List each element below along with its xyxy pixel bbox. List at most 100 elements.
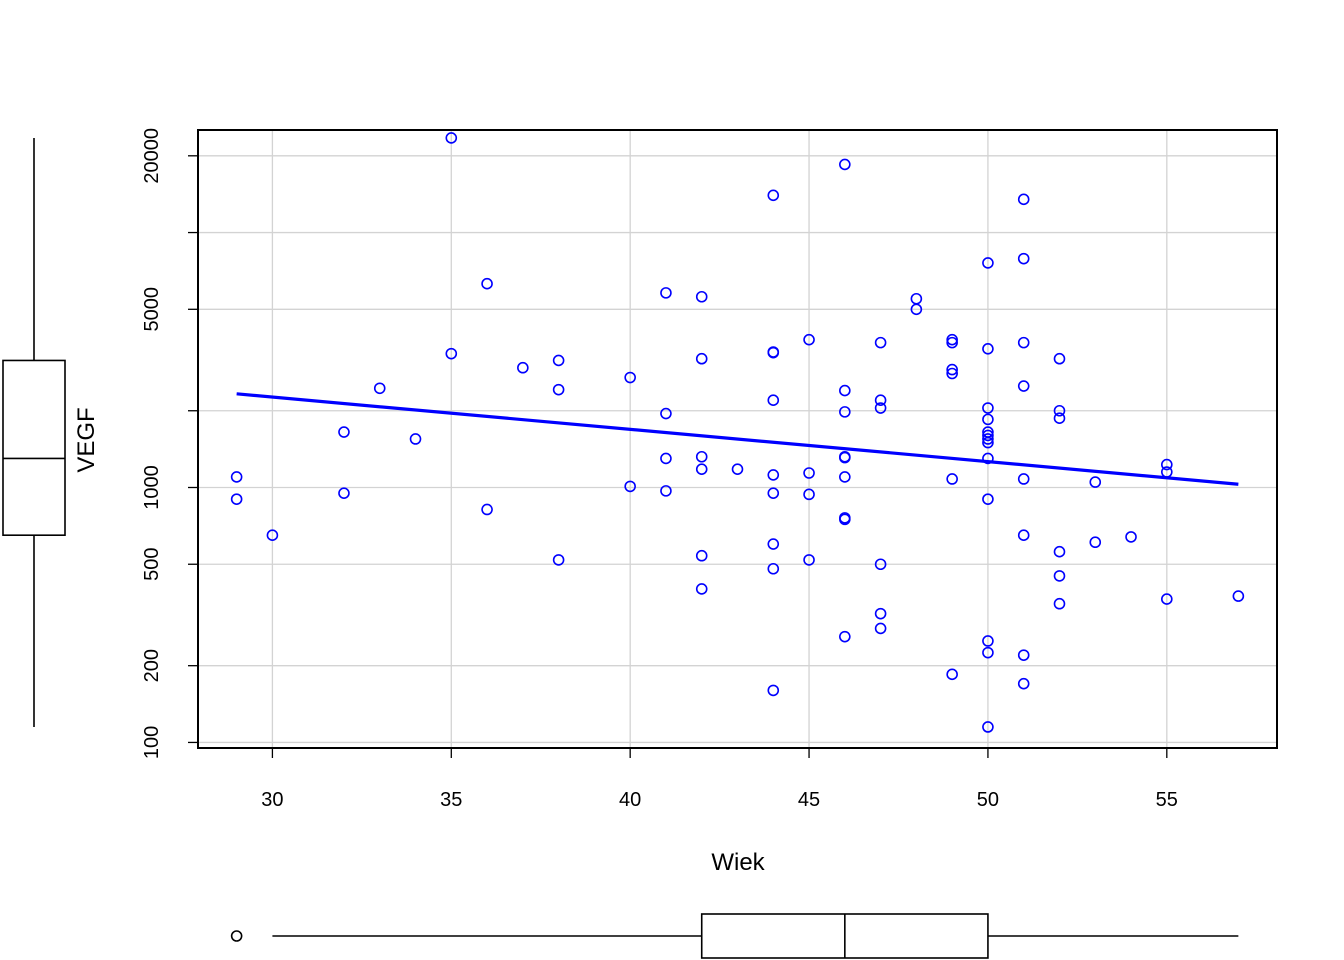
data-point: [767, 346, 780, 359]
data-point: [1089, 476, 1102, 488]
data-point: [695, 352, 708, 365]
x-tick-label: 50: [977, 789, 999, 811]
x-tick-label: 35: [440, 789, 462, 811]
trend-layer: [236, 392, 1239, 486]
data-point: [660, 407, 672, 420]
data-point: [982, 646, 994, 659]
data-point: [1017, 473, 1030, 485]
data-point: [1161, 458, 1173, 471]
data-point: [982, 721, 994, 733]
y-tick-label: 1000: [141, 465, 163, 510]
marginal-boxplot-y: [2, 137, 66, 727]
x-tick-label: 55: [1156, 789, 1178, 811]
data-point: [517, 361, 529, 374]
x-axis-title: Wiek: [711, 849, 765, 876]
data-point: [552, 554, 565, 566]
x-tick-label: 40: [619, 789, 641, 811]
data-point: [803, 333, 815, 346]
x-tick-label: 30: [261, 789, 283, 811]
data-point: [1017, 649, 1030, 661]
data-point: [1053, 597, 1066, 610]
y-tick-label: 5000: [141, 287, 163, 332]
data-point: [874, 558, 887, 571]
points-layer: [230, 132, 1245, 733]
data-point: [839, 406, 851, 418]
data-point: [946, 336, 958, 349]
data-point: [373, 382, 386, 395]
data-point: [767, 469, 780, 481]
data-point: [695, 583, 708, 595]
data-point: [803, 554, 815, 566]
data-point: [946, 668, 958, 681]
boxplot-y-box: [2, 359, 66, 536]
data-point: [874, 607, 887, 620]
data-point: [946, 473, 958, 485]
boxplot-x-outlier: [230, 930, 243, 942]
data-point: [695, 290, 708, 303]
data-point: [660, 452, 672, 465]
data-point: [409, 433, 422, 445]
data-point: [982, 413, 994, 426]
x-tick-label: 45: [798, 789, 820, 811]
data-point: [230, 471, 243, 483]
data-point: [874, 336, 887, 349]
y-tick-label: 200: [141, 649, 163, 682]
data-point: [445, 132, 458, 144]
data-point: [1017, 193, 1030, 206]
data-point: [767, 562, 780, 575]
data-point: [767, 394, 780, 406]
data-point: [1161, 593, 1173, 605]
data-point: [695, 450, 708, 463]
data-point: [839, 451, 851, 464]
data-point: [946, 333, 958, 346]
data-point: [839, 158, 851, 171]
data-point: [803, 488, 815, 501]
data-point: [982, 433, 994, 445]
data-point: [1232, 590, 1245, 602]
y-tick-label: 500: [141, 548, 163, 581]
data-point: [767, 684, 780, 697]
data-point: [1017, 252, 1030, 265]
trend-line: [236, 392, 1239, 486]
data-point: [552, 383, 565, 396]
data-point: [695, 549, 708, 562]
data-point: [1017, 529, 1030, 541]
data-point: [839, 513, 851, 526]
data-point: [1017, 380, 1030, 392]
data-point: [731, 463, 744, 475]
data-point: [266, 529, 279, 541]
y-tick-label: 20000: [141, 128, 163, 184]
data-point: [1053, 412, 1066, 424]
data-point: [660, 485, 672, 497]
data-point: [445, 347, 458, 360]
data-point: [982, 257, 994, 269]
data-point: [767, 487, 780, 499]
data-point: [946, 363, 958, 376]
data-point: [1089, 536, 1102, 549]
data-point: [839, 471, 851, 483]
data-point: [338, 426, 350, 438]
marginal-boxplot-x: [230, 913, 1239, 959]
x-axis: 30 35 40 45 50 55: [261, 747, 1178, 811]
data-point: [552, 354, 565, 367]
data-point: [982, 436, 994, 449]
data-point: [1053, 404, 1066, 417]
data-point: [910, 303, 923, 316]
data-point: [982, 493, 994, 505]
data-point: [695, 463, 708, 475]
data-point: [660, 287, 672, 299]
data-point: [874, 622, 887, 635]
data-point: [1053, 352, 1066, 365]
data-point: [1053, 545, 1066, 558]
data-point: [982, 452, 994, 465]
y-axis: 100 200 500 1000 5000 20000: [141, 128, 199, 759]
data-point: [946, 367, 958, 380]
y-axis-title: VEGF: [73, 407, 100, 472]
data-point: [1125, 531, 1137, 543]
data-point: [230, 493, 243, 505]
data-point: [481, 277, 493, 290]
data-point: [481, 503, 493, 516]
data-point: [767, 538, 780, 550]
